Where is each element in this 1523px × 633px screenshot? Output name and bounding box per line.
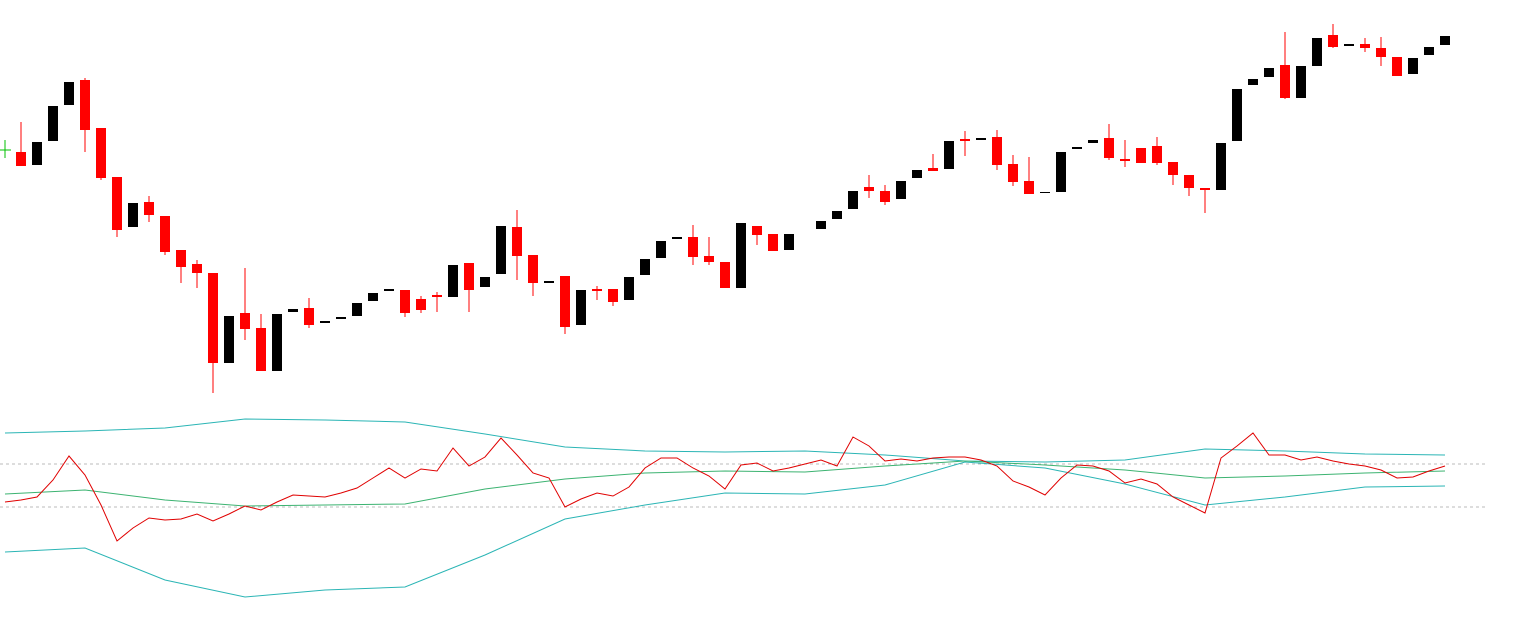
candle-body — [512, 227, 522, 256]
candle-body — [224, 316, 234, 363]
candle-body — [704, 256, 714, 262]
candle-body — [1440, 36, 1450, 45]
candle-body — [112, 177, 122, 230]
candle-body — [1088, 140, 1098, 143]
candle-body — [784, 234, 794, 250]
candle-body — [192, 264, 202, 273]
indicator-line — [4, 432, 1446, 542]
candle-body — [736, 223, 746, 288]
candle-body — [304, 308, 314, 325]
candle-body — [16, 152, 26, 166]
candle-body — [1296, 66, 1306, 98]
candle-body — [544, 281, 554, 283]
candle-body — [432, 295, 442, 297]
candle-body — [1008, 164, 1018, 182]
candle-body — [64, 82, 74, 105]
candle-body — [320, 321, 330, 323]
candle-body — [1312, 38, 1322, 66]
candle-body — [1408, 58, 1418, 74]
candle-body — [208, 273, 218, 363]
candle-body — [1424, 47, 1434, 55]
candle-body — [992, 137, 1002, 165]
candle-body — [1072, 147, 1082, 149]
candle-body — [1360, 44, 1370, 48]
candle-body — [288, 309, 298, 312]
indicator-line — [4, 418, 1446, 463]
candle-body — [448, 265, 458, 297]
candle-body — [384, 289, 394, 291]
candle-body — [368, 293, 378, 301]
candle-body — [912, 170, 922, 178]
candle-body — [880, 191, 890, 202]
candle-body — [128, 203, 138, 227]
candle-body — [1232, 89, 1242, 141]
candle-body — [96, 128, 106, 178]
candle-body — [240, 313, 250, 329]
candle-body — [832, 211, 842, 219]
candle-body — [864, 187, 874, 191]
candle-body — [528, 255, 538, 283]
candle-body — [848, 191, 858, 209]
candle-body — [1024, 181, 1034, 194]
candle-body — [256, 328, 266, 371]
candle-body — [1040, 192, 1050, 193]
candle-body — [496, 226, 506, 274]
candle-body — [688, 237, 698, 257]
candle-body — [944, 141, 954, 169]
candle-body — [1216, 143, 1226, 190]
candle-body — [896, 181, 906, 199]
candle-body — [720, 262, 730, 288]
candle-body — [352, 303, 362, 316]
candle-body — [1264, 68, 1274, 77]
indicator-line — [4, 461, 1446, 598]
candle-body — [976, 138, 986, 140]
indicator-line — [4, 460, 1446, 507]
candle-body — [1328, 35, 1338, 47]
candle-body — [1280, 65, 1290, 98]
candle-body — [1184, 175, 1194, 188]
candle-body — [672, 237, 682, 239]
candle-body — [640, 259, 650, 275]
candle-body — [1168, 162, 1178, 175]
candle-body — [1376, 48, 1386, 57]
candle-body — [1056, 152, 1066, 192]
candle-body — [48, 106, 58, 141]
candle-body — [752, 226, 762, 235]
candle-body — [768, 234, 778, 251]
candle-body — [560, 276, 570, 327]
candle-body — [960, 139, 970, 141]
candle-body — [592, 289, 602, 291]
candle-body — [656, 241, 666, 258]
candle-body — [336, 317, 346, 319]
candle-body — [576, 290, 586, 325]
candle-body — [176, 250, 186, 267]
candle-body — [144, 202, 154, 215]
candle-body — [608, 289, 618, 302]
candle-body — [624, 277, 634, 300]
candle-body — [1136, 148, 1146, 163]
candle-body — [32, 142, 42, 165]
candle-body — [464, 263, 474, 290]
candle-body — [416, 299, 426, 310]
candle-body — [400, 290, 410, 313]
candle-body — [80, 80, 90, 130]
candle-body — [1200, 188, 1210, 190]
candle-body — [1152, 146, 1162, 163]
candle-body — [160, 216, 170, 252]
candle-body — [1104, 138, 1114, 158]
candle-body — [816, 221, 826, 229]
candle-body — [272, 314, 282, 371]
candle-body — [1392, 57, 1402, 76]
candle-body — [1120, 159, 1130, 161]
candle-body — [1248, 79, 1258, 85]
candle-body — [480, 277, 490, 287]
candle-body — [928, 168, 938, 171]
candle-body — [1344, 44, 1354, 46]
